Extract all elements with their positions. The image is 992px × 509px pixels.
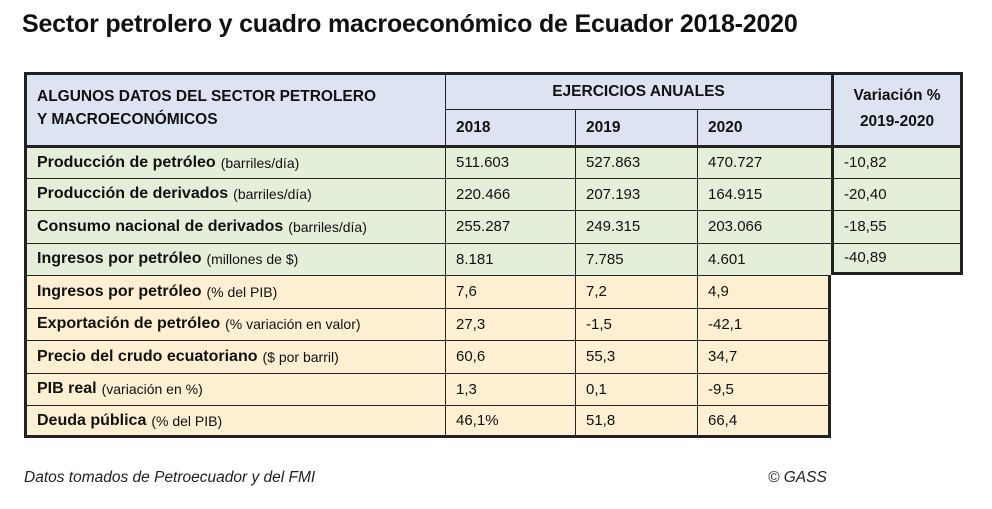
header-variation-line2: 2019-2020: [859, 113, 935, 130]
table-header-label: ALGUNOS DATOS DEL SECTOR PETROLERO Y MAC…: [24, 72, 445, 145]
table-row-label: Precio del crudo ecuatoriano ($ por barri…: [24, 340, 445, 373]
row-name: Exportación de petróleo: [37, 315, 221, 333]
table-cell: 8.181: [445, 242, 575, 275]
table-header-group: EJERCICIOS ANUALES: [445, 72, 831, 109]
table-row-label: Producción de derivados (barriles/día): [24, 177, 445, 210]
table-cell: 0,1: [575, 372, 697, 405]
row-name: Ingresos por petróleo: [37, 250, 202, 268]
table-cell: 46,1%: [445, 405, 575, 438]
table-cell: -42,1: [697, 307, 831, 340]
table-cell: 203.066: [697, 210, 831, 243]
row-unit: (% del PIB): [206, 283, 278, 300]
credit-note: © GASS: [768, 469, 827, 486]
variation-cell: -20,40: [831, 177, 963, 210]
row-unit: (variación en %): [101, 381, 203, 398]
table-cell: 7,2: [575, 275, 697, 308]
header-variation-line1: Variación %: [853, 87, 941, 104]
table-row-label: Deuda pública (% del PIB): [24, 405, 445, 438]
header-label-line2: Y MACROECONÓMICOS: [37, 111, 218, 128]
row-unit: (% del PIB): [151, 412, 223, 429]
row-name: Producción de petróleo: [37, 153, 216, 171]
table-cell: 4.601: [697, 242, 831, 275]
table-cell: 51,8: [575, 405, 697, 438]
row-unit: (barriles/día): [220, 154, 300, 171]
row-unit: ($ por barril): [262, 348, 339, 365]
table-cell: 164.915: [697, 177, 831, 210]
row-name: Consumo nacional de derivados: [37, 217, 284, 235]
table-cell: 527.863: [575, 145, 697, 178]
table-cell: 4,9: [697, 275, 831, 308]
table-cell: 66,4: [697, 405, 831, 438]
row-name: Deuda pública: [37, 411, 147, 429]
table-cell: -9,5: [697, 372, 831, 405]
table-row-label: Exportación de petróleo (% variación en v…: [24, 307, 445, 340]
table-row-label: Ingresos por petróleo (millones de $): [24, 242, 445, 275]
variation-cell: -10,82: [831, 145, 963, 178]
table-cell: 55,3: [575, 340, 697, 373]
page-title: Sector petrolero y cuadro macroeconómico…: [22, 10, 798, 38]
table-cell: 7,6: [445, 275, 575, 308]
table-row-label: Consumo nacional de derivados (barriles/d…: [24, 210, 445, 243]
table-cell: 249.315: [575, 210, 697, 243]
table-header-variation: Variación % 2019-2020: [831, 72, 963, 145]
data-table: ALGUNOS DATOS DEL SECTOR PETROLERO Y MAC…: [24, 72, 963, 438]
table-cell: 34,7: [697, 340, 831, 373]
header-group-label: EJERCICIOS ANUALES: [552, 83, 725, 100]
table-cell: 60,6: [445, 340, 575, 373]
row-unit: (millones de $): [206, 251, 299, 268]
row-name: Precio del crudo ecuatoriano: [37, 347, 258, 365]
table-cell: 511.603: [445, 145, 575, 178]
table-row-label: Producción de petróleo (barriles/día): [24, 145, 445, 178]
row-name: Producción de derivados: [37, 185, 229, 203]
row-unit: (% variación en valor): [225, 316, 361, 333]
row-unit: (barriles/día): [288, 218, 367, 235]
table-cell: 1,3: [445, 372, 575, 405]
table-cell: 220.466: [445, 177, 575, 210]
year-header-2020: 2020: [697, 109, 831, 145]
row-unit: (barriles/día): [233, 186, 312, 203]
table-cell: 7.785: [575, 242, 697, 275]
table-row-label: PIB real (variación en %): [24, 372, 445, 405]
table-cell: -1,5: [575, 307, 697, 340]
table-cell: 27,3: [445, 307, 575, 340]
variation-cell: -18,55: [831, 210, 963, 243]
header-label-line1: ALGUNOS DATOS DEL SECTOR PETROLERO: [37, 88, 377, 105]
year-header-2019: 2019: [575, 109, 697, 145]
table-cell: 255.287: [445, 210, 575, 243]
table-row-label: Ingresos por petróleo (% del PIB): [24, 275, 445, 308]
row-name: PIB real: [37, 380, 97, 398]
source-note: Datos tomados de Petroecuador y del FMI: [24, 469, 316, 486]
row-name: Ingresos por petróleo: [37, 282, 202, 300]
variation-cell: -40,89: [831, 242, 963, 275]
table-cell: 470.727: [697, 145, 831, 178]
table-cell: 207.193: [575, 177, 697, 210]
year-header-2018: 2018: [445, 109, 575, 145]
